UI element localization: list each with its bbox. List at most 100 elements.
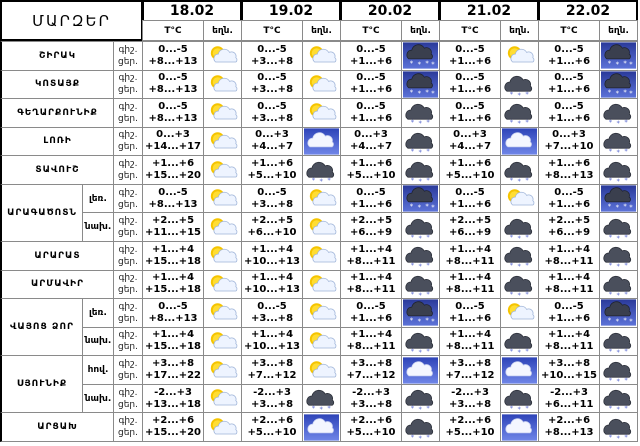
icon-part: * [609, 290, 613, 297]
temperature: +1...+4 +8...+11 [439, 269, 501, 300]
icon-part: * [624, 148, 628, 155]
night-temp: 0...-5 [257, 300, 287, 312]
day-label: ցեր. [118, 171, 138, 182]
icon-part: * [624, 348, 628, 355]
icon-part: * * * * [601, 185, 636, 212]
night-temp: +1...+4 [349, 243, 393, 255]
icon-part: * [609, 376, 613, 383]
icon-part: * [426, 405, 430, 412]
night-temp: +1...+4 [349, 329, 393, 341]
night-temp: 0...+3 [255, 129, 289, 141]
temperature: 0...-5 +1...+6 [340, 298, 402, 328]
weather-icon [401, 355, 440, 385]
icon-part [309, 246, 337, 263]
day-temp: +8...+11 [346, 341, 396, 353]
night-temp: 0...-5 [455, 186, 485, 198]
weather-icon [203, 326, 242, 357]
day-temp: +14...+17 [145, 141, 201, 153]
temperature: +1...+6 +5...+10 [340, 155, 402, 185]
icon-part: * [327, 405, 331, 412]
weather-icon: * * * * [599, 183, 638, 214]
icon-part [213, 134, 238, 149]
temperature: -2...+3 +3...+8 [241, 383, 303, 414]
night-temp: +1...+4 [547, 329, 591, 341]
night-temp: 0...-5 [554, 43, 584, 55]
temp-header: T°C [142, 20, 204, 41]
night-temp: -2...+3 [451, 386, 489, 398]
day-temp: +6...+9 [547, 227, 591, 239]
weather-icon: * * * * [599, 69, 638, 100]
temperature: 0...-5 +1...+6 [439, 69, 501, 100]
icon-part: * [510, 90, 514, 97]
icon-part: * [623, 203, 627, 211]
icon-part: * [410, 317, 414, 325]
region-name: ՍՅՈՒՆԻՔ [0, 355, 83, 414]
icon-part [405, 275, 434, 292]
temperature: 0...-5 +1...+6 [439, 98, 501, 128]
region-name: ՎԱՅՈՑ ՁՈՐ [0, 298, 83, 357]
day-temp: +10...+13 [244, 341, 300, 353]
night-temp: 0...-5 [356, 43, 386, 55]
weather-icon: * * * [599, 326, 638, 357]
icon-part [312, 106, 337, 120]
weather-icon: * * * [500, 155, 539, 185]
icon-part: * [410, 89, 414, 97]
icon-part [312, 334, 337, 349]
icon-part: * [411, 119, 415, 126]
icon-part [213, 420, 238, 435]
temperature: 0...-5 +1...+6 [538, 183, 600, 214]
night-temp: -2...+3 [550, 386, 588, 398]
time-labels: գիշ. ցեր. [113, 269, 143, 300]
weather-icon [302, 240, 341, 271]
day-label: ցեր. [118, 228, 138, 239]
icon-part: * [510, 262, 514, 269]
weather-icon [500, 355, 539, 385]
weather-icon [203, 69, 242, 100]
weather-icon: * * * [401, 240, 440, 271]
icon-part [210, 332, 238, 349]
icon-part: * [419, 406, 423, 412]
weather-icon [203, 183, 242, 214]
icon-part: * [525, 405, 529, 412]
region-name: ԱՐՄԱՎԻՐ [0, 269, 114, 300]
weather-icon: * * * [500, 269, 539, 300]
night-temp: +3...+8 [250, 358, 294, 370]
temperature: +1...+6 +15...+20 [142, 155, 204, 185]
weather-icon: * * * [401, 383, 440, 414]
day-temp: +4...+7 [448, 141, 492, 153]
icon-part: * [525, 233, 529, 240]
icon-part [504, 332, 533, 349]
night-temp: 0...-5 [554, 186, 584, 198]
icon-part [502, 356, 537, 384]
day-temp: +3...+8 [250, 198, 294, 210]
icon-part: * [320, 406, 324, 412]
icon-part: * [425, 89, 429, 97]
temp-header: T°C [538, 20, 600, 41]
icon-part: * * * [504, 275, 533, 298]
weather-icon [500, 126, 539, 157]
day-temp: +6...+9 [448, 227, 492, 239]
temperature: 0...+3 +4...+7 [439, 126, 501, 157]
icon-part [406, 187, 433, 203]
icon-part: * [623, 317, 627, 325]
day-temp: +8...+13 [148, 55, 198, 67]
icon-part [312, 363, 337, 377]
icon-part: * * * [603, 332, 632, 355]
day-temp: +7...+12 [247, 370, 297, 382]
temperature: 0...-5 +1...+6 [340, 98, 402, 128]
day-temp: +5...+10 [346, 427, 396, 439]
night-temp: +1...+4 [250, 243, 294, 255]
icon-part: * [518, 349, 522, 355]
time-labels: գիշ. ցեր. [113, 69, 143, 100]
icon-part [505, 418, 532, 433]
icon-part [604, 44, 631, 60]
temperature: +2...+5 +6...+9 [340, 212, 402, 242]
icon-part [406, 73, 433, 89]
icon-part: * * * [603, 390, 632, 412]
icon-part: * [431, 204, 435, 212]
night-temp: +3...+8 [349, 358, 393, 370]
night-temp: 0...-5 [158, 186, 188, 198]
icon-part [306, 161, 335, 178]
temperature: +2...+5 +6...+9 [538, 212, 600, 242]
weather-icon: * * * * [401, 69, 440, 100]
